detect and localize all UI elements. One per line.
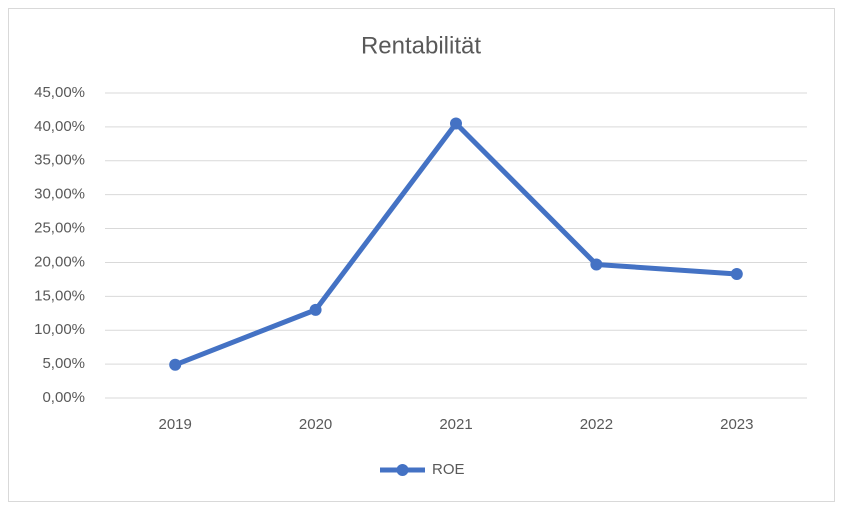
y-tick-label: 25,00% bbox=[34, 220, 85, 237]
x-tick-label: 2021 bbox=[439, 416, 472, 433]
y-tick-label: 10,00% bbox=[34, 321, 85, 338]
x-tick-label: 2023 bbox=[720, 416, 753, 433]
chart-title: Rentabilität bbox=[361, 32, 481, 59]
y-tick-label: 35,00% bbox=[34, 152, 85, 169]
x-tick-label: 2020 bbox=[299, 416, 332, 433]
data-point bbox=[730, 267, 743, 280]
y-tick-label: 45,00% bbox=[34, 84, 85, 101]
y-tick-label: 40,00% bbox=[34, 118, 85, 135]
data-point bbox=[590, 258, 603, 271]
chart-frame bbox=[8, 8, 835, 502]
y-tick-label: 15,00% bbox=[34, 287, 85, 304]
y-tick-label: 30,00% bbox=[34, 186, 85, 203]
data-point bbox=[309, 303, 322, 316]
legend-label: ROE bbox=[432, 461, 465, 478]
y-tick-label: 5,00% bbox=[42, 355, 85, 372]
x-tick-label: 2022 bbox=[580, 416, 613, 433]
x-tick-label: 2019 bbox=[159, 416, 192, 433]
data-point bbox=[169, 358, 182, 371]
data-point bbox=[450, 117, 462, 130]
legend-marker bbox=[396, 464, 409, 476]
y-tick-label: 0,00% bbox=[42, 389, 85, 406]
y-tick-label: 20,00% bbox=[34, 253, 85, 270]
